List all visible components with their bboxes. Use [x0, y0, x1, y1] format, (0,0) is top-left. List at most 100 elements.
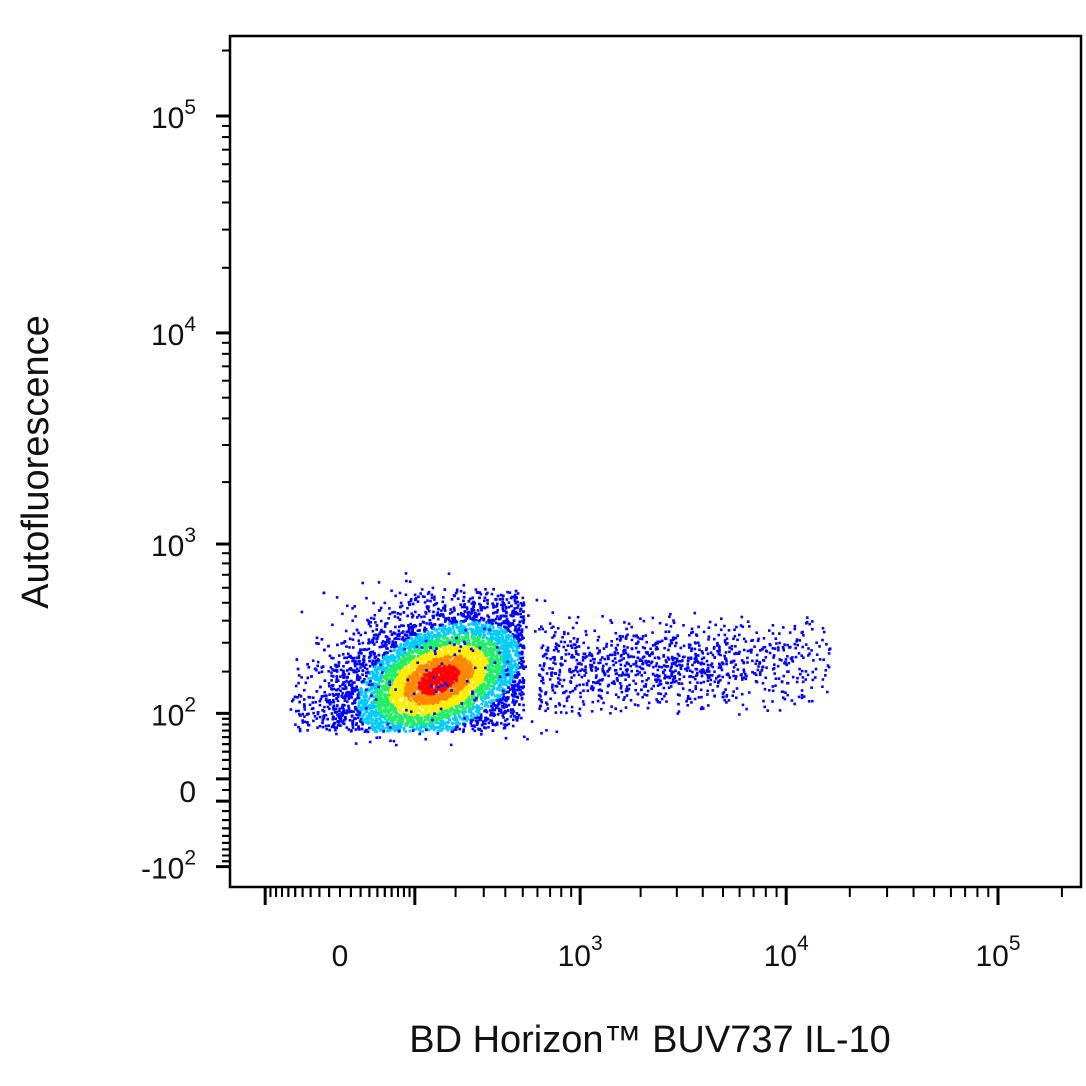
data-point: [410, 612, 413, 615]
data-point: [403, 703, 406, 707]
data-point: [493, 632, 497, 636]
data-point: [355, 713, 358, 716]
data-point: [418, 643, 422, 647]
data-point: [390, 696, 393, 700]
data-point: [490, 704, 493, 708]
data-point: [507, 605, 511, 609]
data-point: [372, 710, 376, 713]
data-point: [376, 667, 380, 671]
data-point: [478, 619, 482, 622]
data-point: [418, 730, 422, 734]
data-point: [509, 630, 512, 634]
data-point: [505, 634, 508, 638]
data-point: [499, 614, 503, 618]
data-point: [382, 668, 385, 672]
data-point: [502, 676, 506, 680]
data-point: [313, 715, 317, 718]
data-point: [444, 646, 448, 649]
data-point: [387, 727, 390, 731]
data-point: [476, 609, 480, 612]
data-point: [480, 674, 484, 678]
data-point: [386, 729, 390, 733]
data-point: [316, 664, 319, 668]
data-point: [463, 631, 466, 635]
data-point: [514, 641, 517, 644]
data-point: [492, 588, 495, 591]
data-point: [456, 650, 460, 653]
data-point: [388, 640, 391, 643]
data-point: [374, 730, 377, 733]
data-point: [404, 662, 408, 666]
data-point: [303, 698, 306, 701]
data-point: [427, 705, 430, 708]
data-point: [391, 671, 395, 674]
data-point: [470, 633, 474, 637]
data-point: [489, 712, 493, 715]
data-point: [354, 698, 357, 701]
data-point: [460, 639, 464, 642]
data-point: [515, 688, 519, 692]
data-point: [461, 674, 464, 678]
data-point: [501, 667, 504, 671]
data-point: [422, 658, 426, 661]
data-point: [419, 642, 422, 645]
data-point: [380, 710, 384, 713]
data-point: [323, 694, 326, 698]
data-point: [430, 637, 434, 640]
data-point: [460, 620, 464, 623]
data-point: [367, 719, 370, 723]
data-point: [477, 638, 481, 641]
data-point: [360, 699, 364, 702]
data-point: [499, 623, 503, 627]
data-point: [411, 666, 414, 669]
data-point: [413, 727, 416, 731]
data-point: [455, 625, 459, 628]
data-point: [469, 714, 473, 717]
data-point: [378, 660, 382, 663]
data-point: [408, 703, 411, 706]
data-point: [429, 706, 433, 710]
data-point: [452, 663, 456, 667]
data-point: [421, 654, 424, 658]
data-point: [504, 625, 507, 629]
data-point: [379, 700, 383, 703]
data-point: [416, 706, 419, 710]
data-point: [423, 718, 427, 722]
data-point: [308, 696, 312, 699]
data-point: [519, 609, 522, 612]
data-point: [409, 599, 413, 603]
data-point: [344, 696, 347, 700]
data-point: [432, 672, 435, 676]
data-point: [393, 683, 396, 687]
data-point: [406, 646, 409, 650]
data-point: [357, 669, 361, 672]
data-point: [443, 605, 447, 608]
data-point: [396, 681, 400, 685]
data-point: [503, 631, 507, 635]
data-point: [374, 659, 378, 662]
data-point: [358, 689, 362, 693]
data-point: [461, 696, 465, 699]
data-point: [377, 666, 380, 669]
data-point: [511, 724, 515, 728]
data-point: [456, 613, 460, 616]
data-point: [447, 616, 451, 620]
data-point: [447, 668, 451, 672]
data-point: [467, 646, 471, 650]
data-point: [400, 693, 404, 697]
data-point: [426, 645, 429, 648]
data-point: [298, 693, 301, 697]
data-point: [377, 676, 381, 679]
data-point: [519, 602, 522, 605]
data-point: [402, 660, 406, 663]
data-point: [480, 729, 483, 733]
data-point: [392, 674, 395, 678]
data-point: [464, 710, 467, 714]
data-point: [506, 638, 509, 641]
data-point: [448, 612, 452, 615]
data-point: [474, 655, 478, 658]
data-point: [444, 624, 447, 628]
data-point: [496, 704, 499, 708]
data-point: [337, 692, 340, 696]
data-point: [501, 714, 504, 717]
